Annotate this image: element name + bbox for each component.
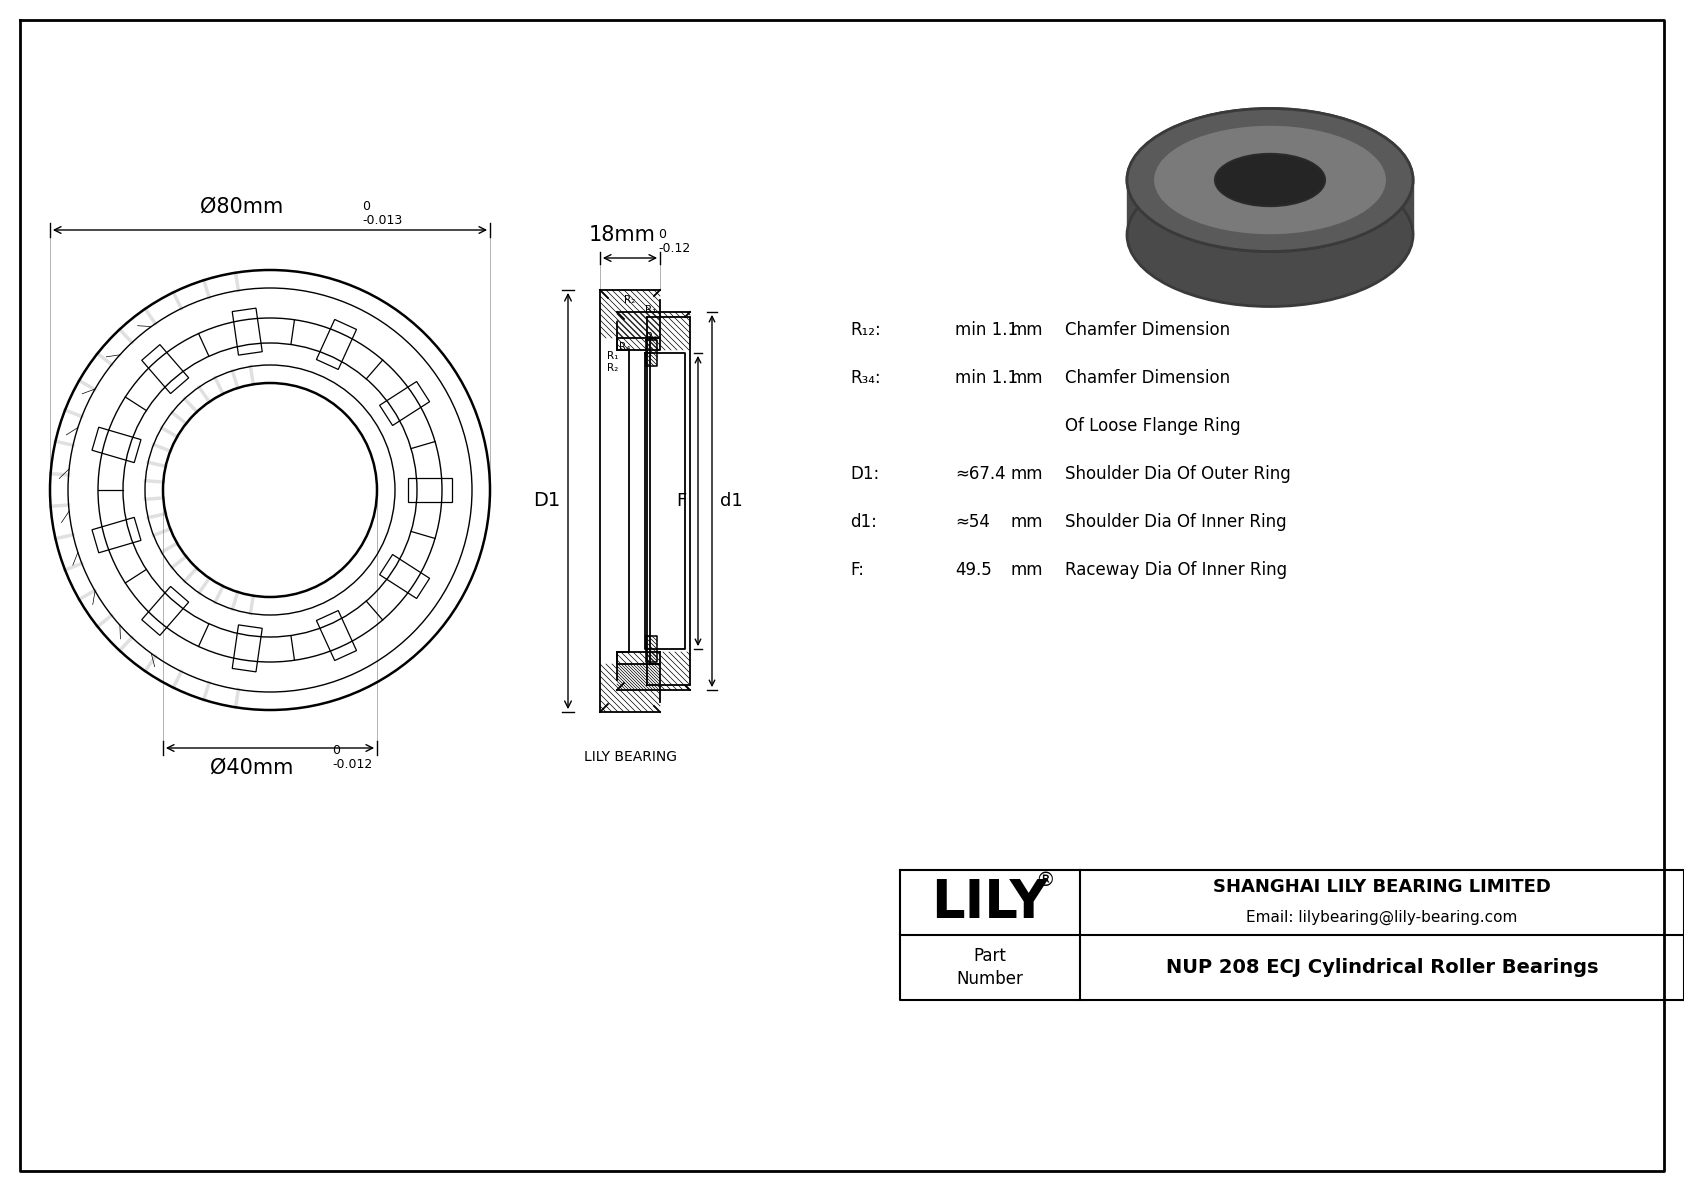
- Text: -0.12: -0.12: [658, 243, 690, 256]
- Text: d1:: d1:: [850, 513, 877, 531]
- Text: LILY BEARING: LILY BEARING: [583, 750, 677, 763]
- Text: 0: 0: [658, 229, 665, 242]
- Text: R₁₂:: R₁₂:: [850, 322, 881, 339]
- Text: NUP 208 ECJ Cylindrical Roller Bearings: NUP 208 ECJ Cylindrical Roller Bearings: [1165, 958, 1598, 977]
- Text: Chamfer Dimension: Chamfer Dimension: [1064, 369, 1229, 387]
- Text: D1:: D1:: [850, 464, 879, 484]
- Text: R₁: R₁: [645, 305, 657, 314]
- Text: F:: F:: [850, 561, 864, 579]
- Text: D1: D1: [532, 492, 561, 511]
- Text: R₂: R₂: [625, 295, 635, 305]
- Text: min 1.1: min 1.1: [955, 322, 1019, 339]
- Ellipse shape: [1214, 154, 1325, 206]
- Ellipse shape: [1127, 108, 1413, 251]
- Bar: [408, 478, 451, 501]
- Text: 0: 0: [332, 744, 340, 757]
- Ellipse shape: [1127, 163, 1413, 306]
- Text: Email: lilybearing@lily-bearing.com: Email: lilybearing@lily-bearing.com: [1246, 910, 1517, 925]
- Text: 0: 0: [362, 200, 370, 213]
- Text: Chamfer Dimension: Chamfer Dimension: [1064, 322, 1229, 339]
- Text: ≈67.4: ≈67.4: [955, 464, 1005, 484]
- Text: Shoulder Dia Of Inner Ring: Shoulder Dia Of Inner Ring: [1064, 513, 1287, 531]
- Bar: [317, 611, 357, 661]
- Text: Ø80mm: Ø80mm: [200, 197, 283, 217]
- Text: R₁: R₁: [606, 351, 618, 361]
- Text: mm: mm: [1010, 322, 1042, 339]
- Text: -0.012: -0.012: [332, 759, 372, 772]
- Text: Ø40mm: Ø40mm: [210, 757, 293, 778]
- Text: mm: mm: [1010, 561, 1042, 579]
- Text: Shoulder Dia Of Outer Ring: Shoulder Dia Of Outer Ring: [1064, 464, 1290, 484]
- Polygon shape: [1127, 180, 1413, 235]
- Ellipse shape: [1214, 154, 1325, 206]
- Text: mm: mm: [1010, 464, 1042, 484]
- Text: Raceway Dia Of Inner Ring: Raceway Dia Of Inner Ring: [1064, 561, 1287, 579]
- Ellipse shape: [1154, 125, 1388, 236]
- Bar: [232, 625, 263, 672]
- Text: 18mm: 18mm: [589, 225, 655, 245]
- Bar: [141, 586, 189, 636]
- Text: Of Loose Flange Ring: Of Loose Flange Ring: [1064, 417, 1241, 435]
- Text: ≈54: ≈54: [955, 513, 990, 531]
- Text: SHANGHAI LILY BEARING LIMITED: SHANGHAI LILY BEARING LIMITED: [1212, 879, 1551, 897]
- Text: 49.5: 49.5: [955, 561, 992, 579]
- Text: min 1.1: min 1.1: [955, 369, 1019, 387]
- Text: F: F: [675, 492, 685, 510]
- Text: mm: mm: [1010, 513, 1042, 531]
- Text: R₃₄:: R₃₄:: [850, 369, 881, 387]
- Text: R₂: R₂: [606, 363, 618, 373]
- Text: Part
Number: Part Number: [957, 947, 1024, 989]
- Text: R₃: R₃: [645, 332, 657, 342]
- Ellipse shape: [1127, 108, 1413, 251]
- Bar: [141, 344, 189, 393]
- Text: d1: d1: [721, 492, 743, 510]
- Text: -0.013: -0.013: [362, 214, 402, 227]
- Text: R₄: R₄: [620, 342, 630, 353]
- Bar: [232, 308, 263, 355]
- Text: mm: mm: [1010, 369, 1042, 387]
- Text: LILY: LILY: [931, 877, 1049, 929]
- Bar: [93, 428, 141, 462]
- Bar: [379, 381, 429, 425]
- Bar: [379, 555, 429, 599]
- Bar: [317, 319, 357, 369]
- Ellipse shape: [1154, 125, 1388, 236]
- Text: ®: ®: [1036, 871, 1054, 890]
- Bar: [93, 517, 141, 553]
